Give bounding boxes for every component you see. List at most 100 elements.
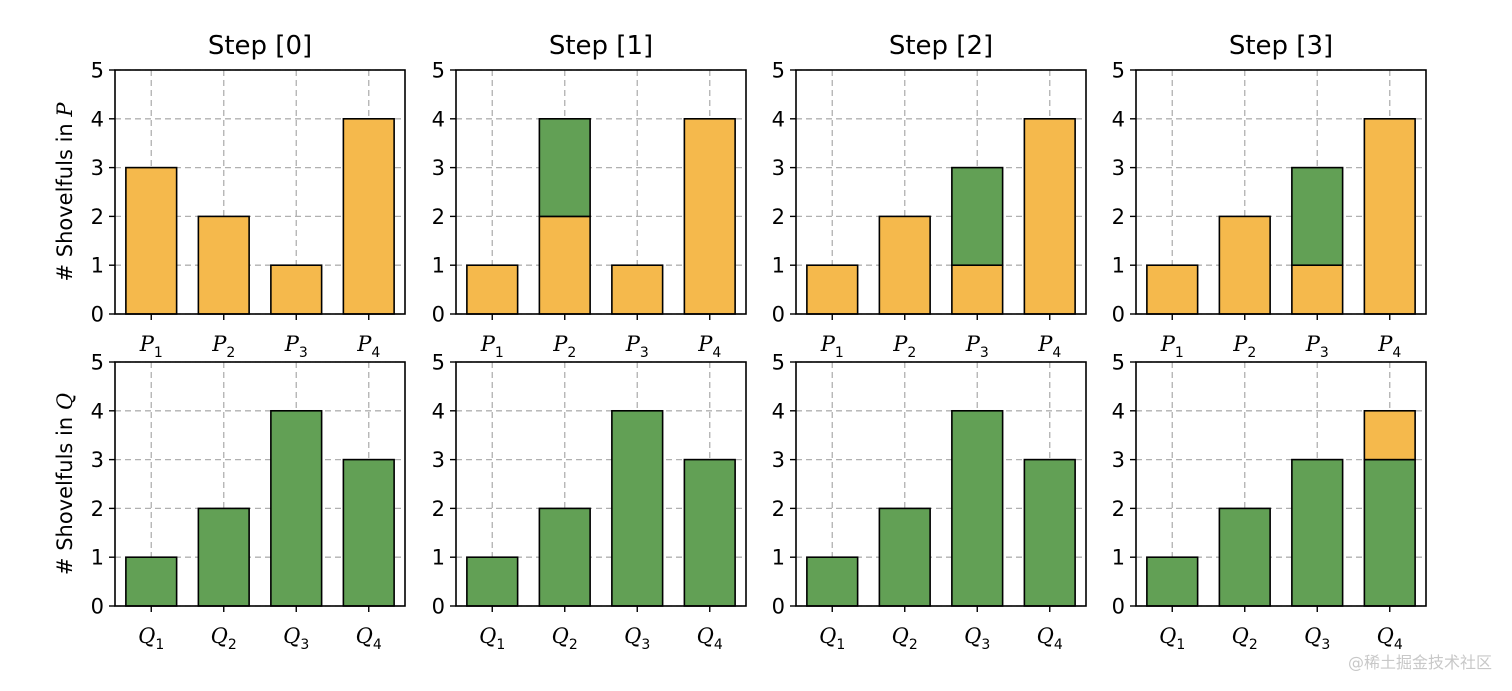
y-tick-label: 0 — [772, 303, 785, 327]
bar-orange-p4 — [342, 118, 395, 315]
bar-green-q3 — [270, 409, 323, 607]
bar-green-q2 — [878, 507, 931, 607]
x-tick-label-q4: Q4 — [1377, 624, 1403, 653]
y-tick-label: 2 — [432, 497, 445, 521]
y-tick-label: 1 — [432, 546, 445, 570]
y-tick-label: 0 — [91, 303, 104, 327]
y-tick-label: 3 — [772, 156, 785, 180]
y-tick-label: 5 — [1112, 351, 1125, 375]
bar-green-q2 — [538, 507, 591, 607]
y-tick-label: 5 — [432, 351, 445, 375]
bar-green-q3 — [611, 409, 664, 607]
axes-frame — [114, 361, 406, 607]
x-tick-label-q3: Q3 — [964, 624, 990, 653]
x-tick-label-p1: P1 — [139, 332, 163, 361]
subplot-q-step-3: 0 1 2 3 4 5 Q1 Q2 Q3 Q4 — [1112, 351, 1427, 653]
bar-green-q2 — [197, 507, 250, 607]
y-tick-label: 1 — [1112, 546, 1125, 570]
axes-frame — [114, 69, 406, 315]
x-tick-label-q2: Q2 — [552, 624, 578, 653]
bar-orange-p2 — [878, 215, 931, 315]
bar-orange-p2 — [197, 215, 250, 315]
y-tick-label: 3 — [432, 156, 445, 180]
y-tick-label: 2 — [772, 205, 785, 229]
bar-green-q1 — [466, 556, 519, 607]
subplot-title: Step [0] — [208, 31, 312, 61]
y-tick-label: 2 — [1112, 205, 1125, 229]
x-tick-label-q3: Q3 — [283, 624, 309, 653]
x-tick-label-q2: Q2 — [1232, 624, 1258, 653]
bar-orange-p3 — [951, 264, 1004, 315]
y-tick-label: 1 — [772, 254, 785, 278]
bar-green-q3 — [1291, 458, 1344, 607]
y-axis-label: # Shovelfuls in P — [53, 102, 77, 282]
x-tick-label-q2: Q2 — [892, 624, 918, 653]
y-tick-label: 0 — [91, 595, 104, 619]
y-tick-label: 5 — [91, 351, 104, 375]
bar-green-p3 — [1291, 166, 1344, 267]
x-tick-label-p1: P1 — [1160, 332, 1184, 361]
x-tick-label-q2: Q2 — [211, 624, 237, 653]
bar-green-q1 — [1146, 556, 1199, 607]
x-tick-label-q4: Q4 — [1037, 624, 1063, 653]
bar-orange-p3 — [270, 264, 323, 315]
axes-frame — [795, 361, 1087, 607]
subplot-title: Step [2] — [889, 31, 993, 61]
bar-green-q4 — [342, 458, 395, 607]
y-tick-label: 2 — [91, 497, 104, 521]
x-tick-label-p3: P3 — [625, 332, 649, 361]
bar-green-q4 — [1363, 458, 1416, 607]
y-tick-label: 3 — [772, 448, 785, 472]
bar-orange-p1 — [466, 264, 519, 315]
x-tick-label-q3: Q3 — [624, 624, 650, 653]
subplot-p-step-3: 0 1 2 3 4 5 P1 P2 P3 P4 Step [3] — [1112, 31, 1427, 361]
y-tick-label: 0 — [1112, 595, 1125, 619]
x-tick-label-p3: P3 — [965, 332, 989, 361]
axes-frame — [1135, 361, 1427, 607]
y-tick-label: 0 — [1112, 303, 1125, 327]
x-tick-label-q1: Q1 — [479, 624, 505, 653]
x-tick-label-p2: P2 — [552, 332, 576, 361]
x-tick-label-p4: P4 — [1037, 332, 1061, 361]
x-tick-label-p3: P3 — [284, 332, 308, 361]
x-tick-label-q1: Q1 — [819, 624, 845, 653]
y-tick-label: 4 — [772, 399, 785, 423]
y-tick-label: 1 — [91, 546, 104, 570]
bar-green-p2 — [538, 118, 591, 218]
y-tick-label: 1 — [91, 254, 104, 278]
subplot-title: Step [1] — [549, 31, 653, 61]
y-tick-label: 3 — [91, 156, 104, 180]
y-tick-label: 4 — [432, 399, 445, 423]
bar-orange-p3 — [1291, 264, 1344, 315]
axes-frame — [1135, 69, 1427, 315]
bar-orange-p1 — [125, 166, 178, 315]
y-tick-label: 2 — [772, 497, 785, 521]
x-tick-label-p3: P3 — [1305, 332, 1329, 361]
x-tick-label-p4: P4 — [1377, 332, 1401, 361]
bar-orange-p4 — [1023, 118, 1076, 315]
y-tick-label: 4 — [1112, 399, 1125, 423]
y-tick-label: 0 — [432, 303, 445, 327]
x-tick-label-p4: P4 — [356, 332, 380, 361]
axes-frame — [455, 69, 747, 315]
y-tick-label: 1 — [432, 254, 445, 278]
y-tick-label: 4 — [432, 107, 445, 131]
bar-green-q1 — [125, 556, 178, 607]
x-tick-label-p1: P1 — [480, 332, 504, 361]
y-tick-label: 5 — [772, 351, 785, 375]
x-tick-label-p1: P1 — [820, 332, 844, 361]
subplot-p-step-1: 0 1 2 3 4 5 P1 P2 P3 P4 Step [1] — [432, 31, 747, 361]
y-tick-label: 2 — [91, 205, 104, 229]
y-tick-label: 3 — [1112, 448, 1125, 472]
y-tick-label: 1 — [1112, 254, 1125, 278]
x-tick-label-p2: P2 — [892, 332, 916, 361]
y-tick-label: 3 — [432, 448, 445, 472]
x-tick-label-q1: Q1 — [1159, 624, 1185, 653]
y-tick-label: 0 — [772, 595, 785, 619]
bar-orange-p1 — [1146, 264, 1199, 315]
subplot-p-step-0: 0 1 2 3 4 5 P1 P2 P3 P4 Step [0] # Shovelfuls in P — [53, 31, 406, 361]
x-tick-label-q3: Q3 — [1304, 624, 1330, 653]
bar-green-q4 — [1023, 458, 1076, 607]
axes-frame — [795, 69, 1087, 315]
